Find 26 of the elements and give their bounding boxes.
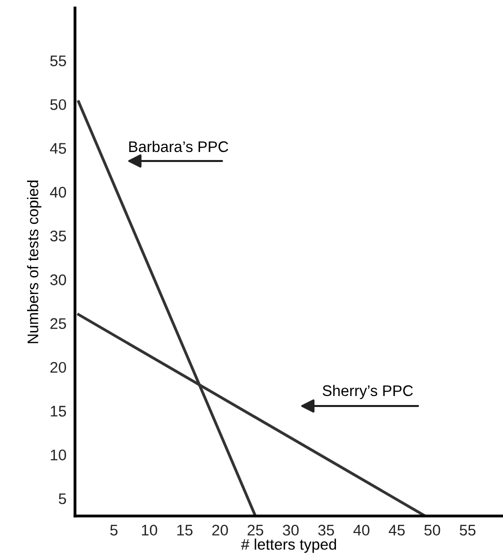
annotation: Sherry’s PPC bbox=[322, 384, 413, 400]
y-tick-label: 35 bbox=[50, 230, 66, 242]
x-tick-label: 5 bbox=[110, 524, 118, 536]
y-tick-label: 25 bbox=[50, 318, 66, 329]
y-tick-label: 15 bbox=[50, 406, 66, 417]
x-tick-label: 10 bbox=[142, 524, 158, 536]
y-tick-label: 40 bbox=[50, 186, 66, 198]
x-tick-label: 55 bbox=[460, 524, 476, 536]
y-tick-label: 50 bbox=[50, 99, 66, 110]
y-tick-label: 5 bbox=[58, 494, 66, 504]
annotation: Barbara’s PPC bbox=[129, 140, 228, 152]
x-tick-label: 50 bbox=[424, 524, 440, 536]
y-tick-label: 45 bbox=[50, 143, 66, 154]
x-tick-label: 30 bbox=[282, 524, 299, 536]
x-tick-label: 45 bbox=[388, 524, 405, 536]
x-axis-title: # letters typed bbox=[241, 538, 336, 553]
y-tick-label: 20 bbox=[50, 362, 66, 373]
x-tick-label: 35 bbox=[318, 524, 334, 536]
x-tick-label: 20 bbox=[212, 524, 228, 536]
y-tick-label: 55 bbox=[50, 56, 66, 66]
y-axis-title: Numbers of tests copied bbox=[27, 180, 42, 344]
x-tick-label: 40 bbox=[353, 524, 370, 536]
y-tick-label: 30 bbox=[50, 274, 66, 286]
x-tick-label: 15 bbox=[177, 524, 193, 536]
y-tick-label: 10 bbox=[50, 450, 66, 460]
x-tick-label: 25 bbox=[248, 524, 264, 536]
